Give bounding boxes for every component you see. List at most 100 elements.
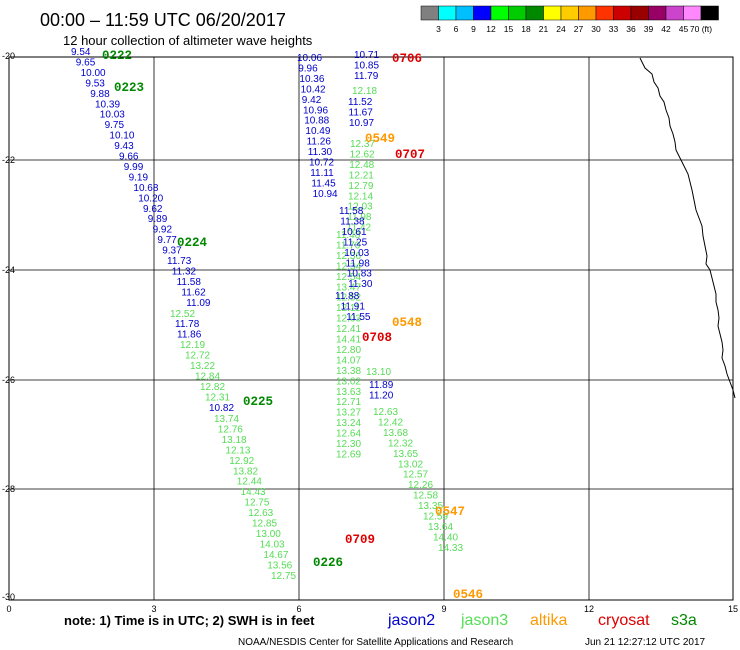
satellite-legend-s3a: s3a	[671, 612, 697, 629]
y-axis-label: -20	[2, 51, 15, 61]
wave-height-value: 10.94	[313, 189, 338, 200]
x-axis-label: 9	[441, 604, 446, 614]
legend-swatch	[630, 5, 649, 21]
wave-height-value: 9.65	[76, 57, 96, 68]
wave-height-value: 9.62	[143, 204, 163, 215]
legend-swatch	[508, 5, 527, 21]
legend-label: 21	[539, 24, 549, 34]
wave-height-value: 13.64	[428, 522, 453, 533]
wave-height-value: 12.03	[336, 314, 361, 325]
map-grid	[8, 56, 734, 601]
wave-height-value: 13.38	[336, 366, 361, 377]
wave-height-value: 14.40	[433, 532, 458, 543]
y-axis-label: -22	[2, 155, 15, 165]
satellite-legend-altika: altika	[530, 612, 567, 629]
legend-label: 6	[454, 24, 459, 34]
axis-labels: -20 -22 -24 -26 -28 -30 0 3 6 9 12 15	[2, 51, 738, 614]
wave-height-value: 12.48	[349, 160, 374, 171]
satellite-legend-jason2: jason2	[387, 612, 435, 629]
wave-height-value: 12.36	[336, 251, 361, 262]
wave-height-tracks: 9.549.6510.009.539.8810.3910.039.7510.10…	[71, 47, 463, 582]
wave-height-value: 10.88	[304, 116, 329, 127]
footer-timestamp: Jun 21 12:27:12 UTC 2017	[585, 637, 706, 648]
wave-height-value: 12.52	[170, 309, 195, 320]
wave-height-value: 11.42	[347, 223, 372, 234]
wave-height-value: 12.32	[388, 438, 413, 449]
wave-height-value: 14.43	[241, 487, 266, 498]
wave-height-value: 10.06	[297, 53, 322, 64]
wave-height-value: 11.32	[172, 266, 197, 277]
wave-height-value: 12.26	[408, 480, 433, 491]
wave-height-value: 12.54	[336, 272, 361, 283]
legend-label: 9	[471, 24, 476, 34]
wave-height-value: 13.27	[336, 408, 361, 419]
satellite-legend-cryosat: cryosat	[598, 612, 650, 629]
pass-tag: 0226	[313, 556, 343, 570]
wave-height-value: 12.58	[413, 491, 438, 502]
wave-height-value: 9.66	[119, 152, 139, 163]
coastline	[639, 57, 736, 399]
legend-label: 39	[644, 24, 654, 34]
wave-height-value: 12.11	[336, 303, 361, 314]
legend-swatch	[473, 5, 492, 21]
wave-height-value: 12.42	[378, 417, 403, 428]
wave-height-value: 14.33	[438, 543, 463, 554]
wave-height-value: 12.63	[248, 508, 273, 519]
wave-height-value: 12.92	[229, 456, 254, 467]
wave-height-value: 12.13	[225, 445, 250, 456]
wave-height-value: 10.49	[305, 126, 330, 137]
wave-height-value: 12.72	[185, 350, 210, 361]
wave-height-value: 12.14	[348, 191, 373, 202]
pass-tag: 0549	[365, 132, 395, 146]
wave-height-value: 10.83	[347, 269, 372, 280]
wave-height-value: 12.21	[349, 170, 374, 181]
wave-height-value: 11.20	[369, 390, 394, 401]
wave-height-value: 10.03	[100, 110, 125, 121]
legend-swatch	[543, 5, 562, 21]
legend-label: 27	[574, 24, 584, 34]
map-subtitle: 12 hour collection of altimeter wave hei…	[63, 33, 313, 48]
wave-height-value: 10.96	[303, 105, 328, 116]
x-axis-label: 12	[584, 604, 594, 614]
wave-height-value: 12.31	[205, 392, 230, 403]
legend-swatch	[578, 5, 597, 21]
wave-height-value: 12.62	[350, 149, 375, 160]
wave-height-value: 13.56	[267, 560, 292, 571]
legend-label: 33	[609, 24, 619, 34]
satellite-legend-jason3: jason3	[460, 612, 508, 629]
pass-tag: 0223	[114, 81, 144, 95]
wave-height-value: 10.03	[344, 248, 369, 259]
footer-credit: NOAA/NESDIS Center for Satellite Applica…	[238, 637, 513, 648]
wave-height-value: 11.78	[175, 319, 200, 330]
wave-height-value: 12.64	[336, 429, 361, 440]
wave-height-value: 12.75	[271, 571, 296, 582]
wave-height-value: 10.61	[342, 227, 367, 238]
wave-height-value: 9.42	[302, 95, 322, 106]
wave-height-value: 9.89	[148, 214, 168, 225]
wave-height-value: 13.10	[366, 367, 391, 378]
legend-label: 42	[661, 24, 671, 34]
legend-swatch	[648, 5, 667, 21]
wave-height-value: 11.30	[308, 147, 333, 158]
wave-height-value: 11.98	[347, 212, 372, 223]
wave-height-value: 12.84	[195, 371, 220, 382]
wave-height-value: 11.11	[310, 168, 334, 179]
map-title: 00:00 – 11:59 UTC 06/20/2017	[40, 10, 286, 30]
wave-height-value: 12.80	[336, 345, 361, 356]
wave-height-value: 13.82	[233, 466, 258, 477]
wave-height-value: 9.77	[157, 235, 177, 246]
wave-height-value: 11.73	[167, 256, 192, 267]
satellite-legend: jason2 jason3 altika cryosat s3a	[387, 612, 697, 629]
wave-height-value: 9.19	[129, 172, 149, 183]
wave-height-value: 11.55	[346, 312, 371, 323]
legend-label: 70 (ft)	[690, 24, 712, 34]
wave-height-value: 10.10	[109, 131, 134, 142]
wave-height-value: 12.34	[336, 261, 361, 272]
wave-height-value: 13.35	[418, 501, 443, 512]
wave-height-value: 9.88	[90, 89, 110, 100]
wave-height-value: 12.18	[352, 86, 377, 97]
footer-note: note: 1) Time is in UTC; 2) SWH is in fe…	[64, 613, 315, 628]
wave-height-value: 11.09	[186, 298, 211, 309]
wave-height-value: 10.71	[354, 50, 379, 61]
